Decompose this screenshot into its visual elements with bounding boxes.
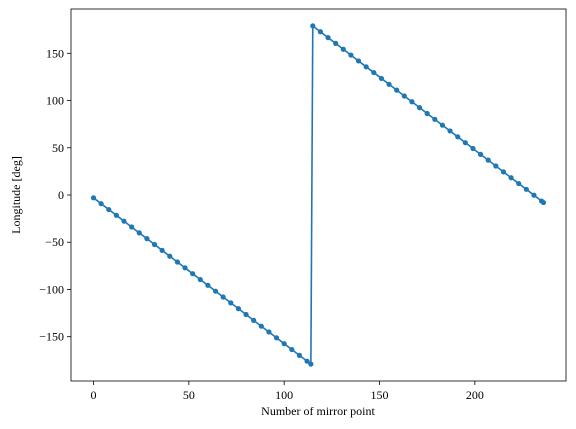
data-point bbox=[455, 134, 461, 140]
data-point bbox=[500, 169, 507, 175]
data-point bbox=[355, 58, 362, 64]
data-point bbox=[386, 81, 392, 87]
data-point bbox=[159, 247, 165, 253]
data-point bbox=[121, 218, 127, 224]
data-point bbox=[228, 300, 234, 306]
plot-frame bbox=[70, 8, 567, 382]
data-point bbox=[424, 110, 430, 117]
y-tick-label: 150 bbox=[46, 46, 64, 60]
data-point bbox=[243, 311, 249, 318]
data-point bbox=[432, 116, 438, 122]
data-point bbox=[485, 157, 491, 163]
data-point bbox=[235, 306, 242, 312]
data-point bbox=[363, 64, 369, 70]
data-point bbox=[477, 151, 484, 157]
data-point bbox=[98, 201, 104, 207]
data-line bbox=[93, 24, 544, 366]
data-point bbox=[220, 294, 226, 300]
data-point bbox=[205, 282, 211, 288]
x-tick-label: 50 bbox=[183, 388, 195, 402]
x-tick-label: 150 bbox=[371, 388, 389, 402]
data-point bbox=[281, 341, 287, 347]
data-point bbox=[182, 265, 188, 271]
y-tick-label: 0 bbox=[58, 188, 64, 202]
data-point bbox=[90, 195, 97, 201]
data-point bbox=[289, 346, 295, 353]
data-point bbox=[409, 99, 415, 105]
data-point bbox=[304, 358, 310, 364]
data-point bbox=[212, 288, 219, 294]
y-tick-label: −100 bbox=[39, 282, 64, 296]
data-point bbox=[167, 253, 173, 259]
data-point bbox=[439, 122, 446, 128]
data-point bbox=[340, 46, 346, 52]
data-point bbox=[174, 259, 180, 265]
data-point bbox=[531, 192, 537, 198]
data-point bbox=[462, 140, 468, 146]
data-point bbox=[516, 180, 522, 187]
data-point bbox=[106, 206, 112, 213]
data-point bbox=[333, 40, 339, 46]
data-point bbox=[190, 271, 196, 277]
data-point bbox=[296, 352, 303, 359]
data-point bbox=[493, 163, 499, 169]
data-point bbox=[144, 236, 150, 242]
data-point bbox=[325, 35, 331, 41]
data-point bbox=[348, 52, 354, 58]
data-point bbox=[394, 87, 400, 93]
data-point bbox=[508, 175, 514, 181]
data-point bbox=[251, 317, 257, 323]
data-point bbox=[113, 212, 119, 218]
y-tick-label: 100 bbox=[46, 94, 64, 108]
x-tick-label: 100 bbox=[275, 388, 293, 402]
data-point bbox=[447, 128, 453, 134]
y-tick-label: −50 bbox=[45, 235, 64, 249]
x-axis-label: Number of mirror point bbox=[261, 404, 375, 418]
data-point bbox=[151, 241, 158, 248]
data-point bbox=[416, 105, 423, 111]
data-point bbox=[308, 361, 314, 367]
data-point bbox=[258, 323, 264, 329]
data-point bbox=[317, 29, 324, 35]
data-point bbox=[540, 199, 547, 206]
data-point bbox=[266, 329, 272, 335]
data-point bbox=[310, 23, 316, 29]
y-axis-label: Longitude [deg] bbox=[9, 156, 23, 234]
data-point bbox=[470, 145, 476, 152]
x-tick-label: 200 bbox=[466, 388, 484, 402]
y-tick-label: 50 bbox=[52, 141, 64, 155]
data-point bbox=[371, 69, 377, 76]
data-point bbox=[273, 335, 280, 341]
x-tick-label: 0 bbox=[91, 388, 97, 402]
data-point bbox=[401, 93, 407, 99]
data-point bbox=[378, 75, 385, 82]
data-point bbox=[129, 224, 135, 230]
y-tick-label: −150 bbox=[39, 330, 64, 344]
data-point bbox=[197, 276, 203, 283]
data-point bbox=[136, 230, 142, 236]
data-point bbox=[523, 186, 529, 192]
